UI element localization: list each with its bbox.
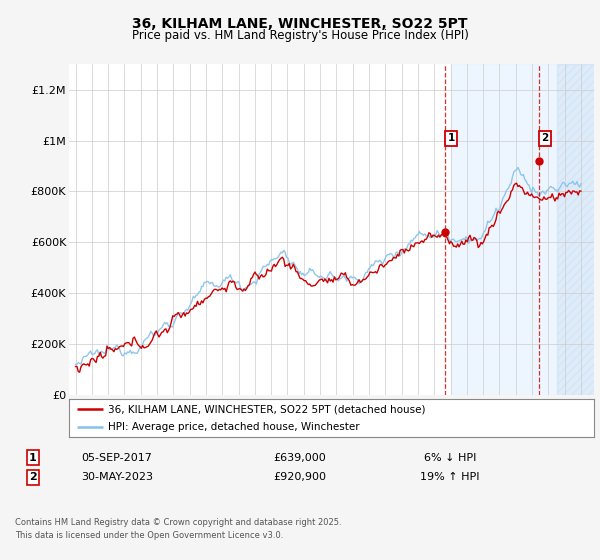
Text: £639,000: £639,000 bbox=[274, 452, 326, 463]
Text: 05-SEP-2017: 05-SEP-2017 bbox=[82, 452, 152, 463]
Text: 30-MAY-2023: 30-MAY-2023 bbox=[81, 472, 153, 482]
Bar bbox=[557, 64, 597, 395]
Text: £920,900: £920,900 bbox=[274, 472, 326, 482]
Text: 6% ↓ HPI: 6% ↓ HPI bbox=[424, 452, 476, 463]
Text: Price paid vs. HM Land Registry's House Price Index (HPI): Price paid vs. HM Land Registry's House … bbox=[131, 29, 469, 42]
Bar bbox=[451, 64, 597, 395]
Text: HPI: Average price, detached house, Winchester: HPI: Average price, detached house, Winc… bbox=[109, 422, 360, 432]
Text: 1: 1 bbox=[448, 133, 455, 143]
Text: 36, KILHAM LANE, WINCHESTER, SO22 5PT (detached house): 36, KILHAM LANE, WINCHESTER, SO22 5PT (d… bbox=[109, 404, 426, 414]
Text: 2: 2 bbox=[541, 133, 548, 143]
Text: Contains HM Land Registry data © Crown copyright and database right 2025.
This d: Contains HM Land Registry data © Crown c… bbox=[15, 518, 341, 539]
Text: 36, KILHAM LANE, WINCHESTER, SO22 5PT: 36, KILHAM LANE, WINCHESTER, SO22 5PT bbox=[132, 17, 468, 31]
Text: 19% ↑ HPI: 19% ↑ HPI bbox=[420, 472, 480, 482]
Text: 2: 2 bbox=[29, 472, 37, 482]
Text: 1: 1 bbox=[29, 452, 37, 463]
